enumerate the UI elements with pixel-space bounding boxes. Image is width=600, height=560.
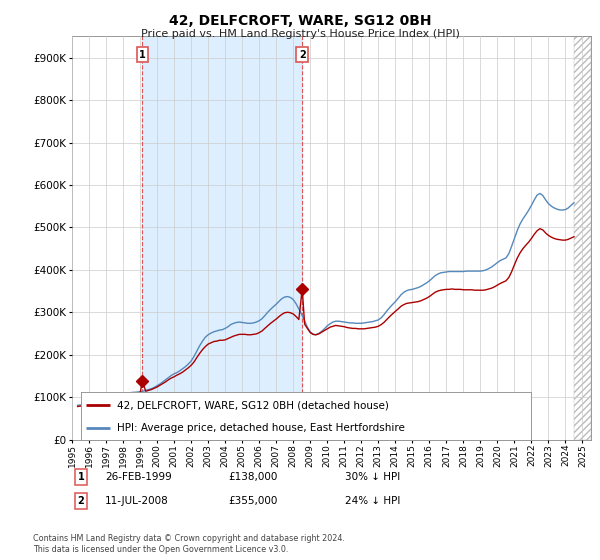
Text: 42, DELFCROFT, WARE, SG12 0BH: 42, DELFCROFT, WARE, SG12 0BH [169,14,431,28]
Text: 1: 1 [139,49,146,59]
Text: 24% ↓ HPI: 24% ↓ HPI [345,496,400,506]
Text: 26-FEB-1999: 26-FEB-1999 [105,472,172,482]
Text: 42, DELFCROFT, WARE, SG12 0BH (detached house): 42, DELFCROFT, WARE, SG12 0BH (detached … [117,400,389,410]
Text: Price paid vs. HM Land Registry's House Price Index (HPI): Price paid vs. HM Land Registry's House … [140,29,460,39]
Text: 11-JUL-2008: 11-JUL-2008 [105,496,169,506]
Bar [142,36,302,440]
Text: 2: 2 [77,496,85,506]
Text: 1: 1 [77,472,85,482]
Text: £138,000: £138,000 [228,472,277,482]
Text: 30% ↓ HPI: 30% ↓ HPI [345,472,400,482]
Text: HPI: Average price, detached house, East Hertfordshire: HPI: Average price, detached house, East… [117,423,405,433]
Text: 2: 2 [299,49,305,59]
Text: Contains HM Land Registry data © Crown copyright and database right 2024.
This d: Contains HM Land Registry data © Crown c… [33,534,345,554]
Bar [574,36,591,440]
Text: £355,000: £355,000 [228,496,277,506]
